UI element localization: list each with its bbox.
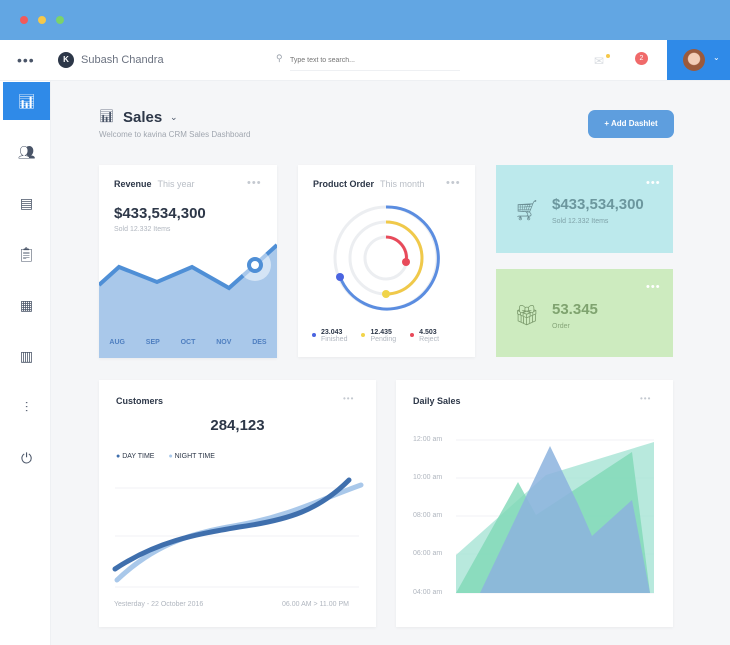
more-icon[interactable]: •••: [446, 177, 461, 189]
sidebar-item-reports[interactable]: ▥: [3, 337, 50, 375]
customers-date: Yesterday - 22 October 2016: [114, 601, 204, 608]
more-icon[interactable]: •••: [640, 394, 652, 403]
minimize-window-button[interactable]: [38, 16, 46, 24]
legend-finished: 23.043 Finished: [312, 329, 347, 343]
more-icon[interactable]: •••: [247, 177, 262, 189]
sales-tile: ••• 🛒︎ $433,534,300 Sold 12.332 Items: [496, 165, 673, 253]
sidebar-item-clipboard[interactable]: 📋︎: [3, 235, 50, 273]
customers-line-chart: [112, 477, 364, 588]
sidebar-item-settings[interactable]: ⫶: [3, 388, 50, 426]
report-icon: ▥: [19, 347, 34, 364]
mail-icon[interactable]: ✉: [594, 54, 605, 68]
clipboard-icon: 📋︎: [17, 245, 36, 262]
search-icon: ⚲: [276, 53, 283, 63]
mail-indicator: [606, 54, 610, 58]
page-subtitle: Welcome to kavina CRM Sales Dashboard: [99, 130, 251, 139]
search-input[interactable]: [290, 51, 460, 71]
more-icon[interactable]: •••: [646, 177, 661, 189]
user-name: Subash Chandra: [81, 54, 164, 66]
top-header: ••• K Subash Chandra ⚲ ✉ 2 ⌄: [0, 40, 730, 81]
legend-reject: 4.503 Reject: [410, 329, 439, 343]
y-tick: 06:00 am: [413, 550, 443, 557]
sales-tile-amount: $433,534,300: [552, 196, 644, 213]
revenue-title: Revenue: [114, 179, 152, 189]
month-label: AUG: [109, 339, 125, 346]
customers-time-range: 06.00 AM > 11.00 PM: [282, 601, 349, 608]
y-tick: 12:00 am: [413, 436, 443, 443]
product-order-title: Product Order: [313, 179, 375, 189]
daily-sales-card: Daily Sales ••• 12:00 am 10:00 am 08:00 …: [396, 380, 673, 627]
sales-chart-icon: 📊︎: [99, 109, 115, 123]
profile-menu[interactable]: ⌄: [667, 40, 730, 80]
more-icon[interactable]: •••: [646, 281, 661, 293]
gift-box-icon: 🎁︎: [514, 305, 540, 327]
radial-progress-chart: [333, 205, 440, 311]
add-dashlet-button[interactable]: + Add Dashlet: [588, 110, 674, 138]
customers-total: 284,123: [210, 417, 265, 434]
customers-title: Customers: [116, 396, 164, 406]
shopping-cart-icon: 🛒︎: [514, 200, 540, 222]
y-tick: 10:00 am: [413, 474, 443, 481]
user-initial-avatar: K: [58, 52, 74, 68]
month-label: SEP: [145, 339, 160, 346]
sidebar-item-logout[interactable]: ⏻: [3, 439, 50, 477]
legend-day-time: ● DAY TIME: [116, 453, 155, 460]
power-icon: ⏻: [20, 449, 33, 466]
product-order-card: Product Order This month ••• 23.043 Finish…: [298, 165, 475, 357]
order-tile-amount: 53.345: [552, 301, 598, 318]
title-chevron-icon[interactable]: ⌄: [170, 112, 178, 122]
document-icon: ▤: [19, 194, 34, 211]
sidebar-item-documents[interactable]: ▤: [3, 184, 50, 222]
sidebar-item-users[interactable]: 👥︎: [3, 133, 50, 171]
users-icon: 👥︎: [17, 143, 36, 160]
revenue-card: Revenue This year ••• $433,534,300 Sold 1…: [99, 165, 277, 358]
revenue-period[interactable]: This year: [157, 179, 195, 189]
revenue-amount: $433,534,300: [114, 205, 206, 222]
daily-sales-area-chart: [456, 439, 654, 594]
profile-avatar: [683, 49, 705, 71]
revenue-sold: Sold 12.332 Items: [114, 226, 171, 233]
month-label: NOV: [216, 339, 232, 346]
legend-pending: 12.435 Pending: [361, 329, 396, 343]
menu-dots-icon[interactable]: •••: [17, 52, 35, 68]
customers-card: Customers ••• 284,123 ● DAY TIME ● NIGHT…: [99, 380, 376, 627]
sidebar: 📊︎ 👥︎ ▤ 📋︎ ▦ ▥ ⫶ ⏻: [0, 81, 51, 645]
daily-sales-title: Daily Sales: [413, 396, 461, 406]
order-tile-sub: Order: [552, 323, 570, 330]
order-tile: ••• 🎁︎ 53.345 Order: [496, 269, 673, 357]
y-tick: 04:00 am: [413, 589, 443, 596]
product-order-period[interactable]: This month: [380, 179, 425, 189]
more-icon[interactable]: •••: [343, 394, 355, 403]
month-label: OCT: [180, 339, 196, 346]
calendar-icon: ▦: [19, 296, 34, 313]
legend-night-time: ● NIGHT TIME: [168, 453, 215, 460]
sales-tile-sub: Sold 12.332 Items: [552, 218, 609, 225]
sliders-icon: ⫶: [24, 398, 29, 415]
close-window-button[interactable]: [20, 16, 28, 24]
bar-chart-icon: 📊︎: [17, 92, 36, 109]
notification-badge[interactable]: 2: [635, 52, 648, 65]
maximize-window-button[interactable]: [56, 16, 64, 24]
page-title[interactable]: Sales: [123, 109, 163, 126]
chevron-down-icon: ⌄: [713, 53, 720, 62]
sidebar-item-analytics[interactable]: 📊︎: [3, 82, 50, 120]
y-tick: 08:00 am: [413, 512, 443, 519]
window-titlebar: [0, 0, 730, 40]
sidebar-item-calendar[interactable]: ▦: [3, 286, 50, 324]
month-label: DES: [252, 339, 267, 346]
revenue-area-chart: [99, 243, 277, 358]
